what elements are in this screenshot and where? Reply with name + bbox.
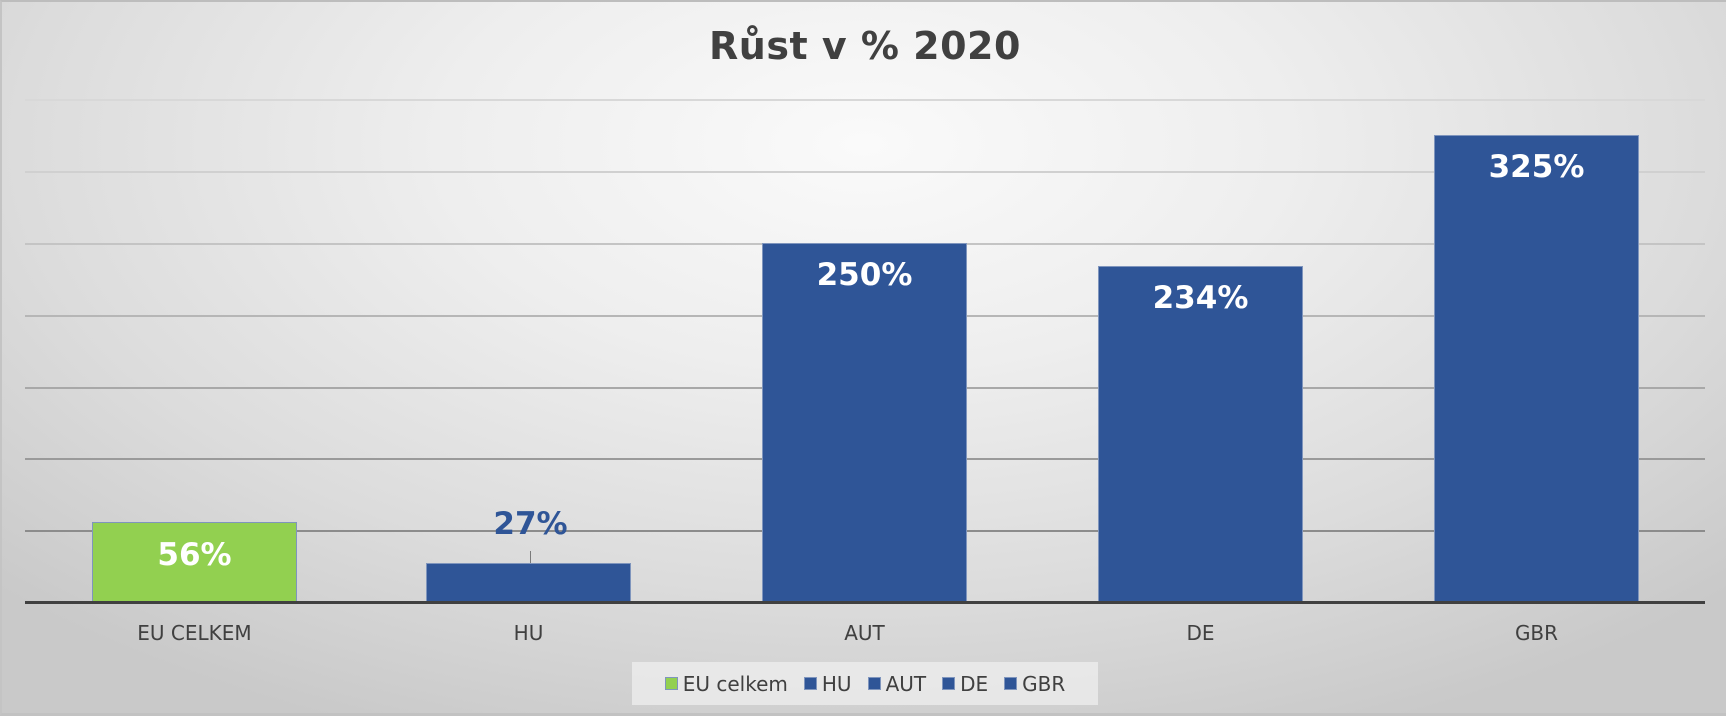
legend-swatch-icon: [1004, 677, 1018, 690]
bar-hu: [426, 563, 631, 602]
x-axis-label: EU CELKEM: [137, 621, 252, 645]
legend-label: HU: [821, 671, 852, 696]
legend-item: AUT: [867, 671, 927, 696]
legend-item: EU celkem: [664, 671, 788, 696]
legend-item: HU: [803, 671, 852, 696]
legend-swatch-icon: [867, 677, 881, 690]
x-axis-line: [25, 601, 1705, 604]
legend-label: GBR: [1022, 671, 1066, 696]
bar-gbr: 325%: [1434, 135, 1639, 602]
legend-label: DE: [960, 671, 989, 696]
data-label: 234%: [1152, 280, 1249, 316]
gridline: [25, 171, 1705, 173]
data-label: 250%: [816, 257, 913, 293]
legend-item: GBR: [1004, 672, 1065, 696]
legend-swatch-icon: [664, 677, 678, 690]
data-label: 325%: [1488, 149, 1585, 185]
bar-de: 234%: [1098, 266, 1303, 602]
leader-line: [529, 551, 531, 563]
legend: EU celkem HU AUT DE GBR: [632, 662, 1098, 705]
legend-label: EU celkem: [682, 671, 788, 696]
legend-item: DE: [942, 672, 988, 696]
legend-swatch-icon: [803, 677, 817, 690]
legend-swatch-icon: [942, 677, 956, 690]
x-axis-label: GBR: [1514, 621, 1559, 645]
data-label: 27%: [493, 506, 568, 542]
x-axis-label: HU: [513, 621, 544, 645]
chart-title: Růst v % 2020: [709, 24, 1021, 68]
bar-eu-celkem: 56%: [92, 522, 297, 602]
legend-label: AUT: [885, 671, 927, 696]
x-axis-label: DE: [1186, 621, 1215, 645]
x-axis-label: AUT: [844, 621, 885, 645]
data-label: 56%: [157, 537, 232, 573]
gridline: [25, 99, 1705, 101]
bar-aut: 250%: [762, 243, 967, 602]
